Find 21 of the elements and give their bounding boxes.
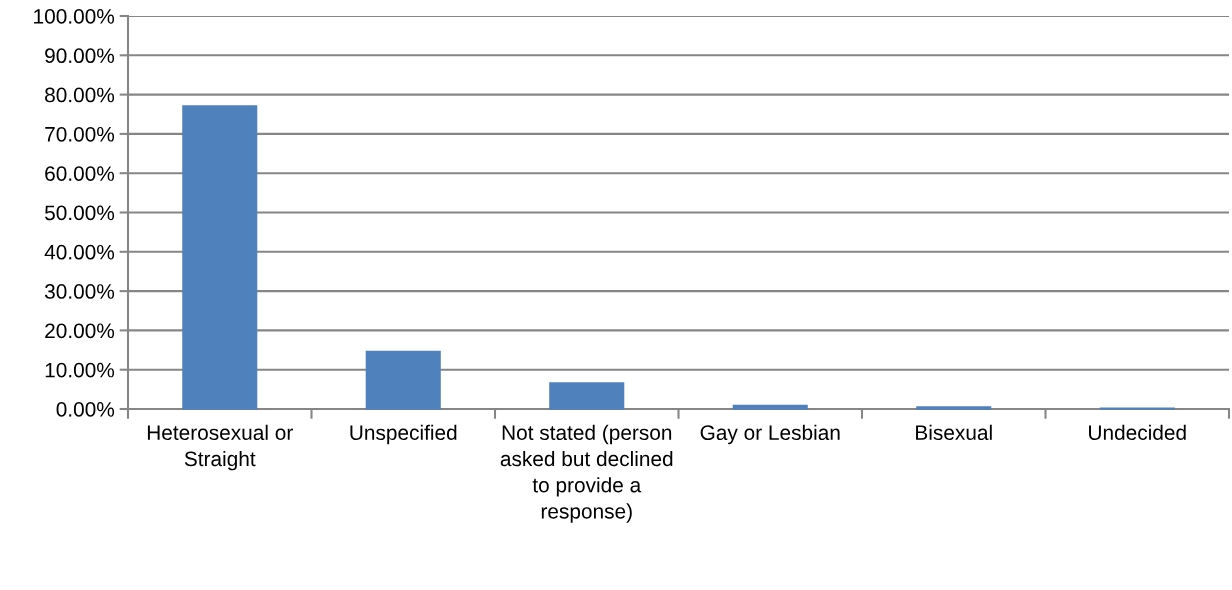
bar	[365, 350, 441, 410]
x-tick-label: Unspecified	[350, 424, 457, 445]
x-tick-label: Undecided	[1089, 424, 1186, 441]
x-tick-label: Heterosexual or Straight	[147, 424, 293, 471]
bar	[182, 105, 258, 410]
y-tick-label: 20.00%	[45, 323, 115, 339]
y-tick-label: 70.00%	[45, 126, 115, 142]
y-tick-label: 50.00%	[44, 205, 115, 221]
y-tick-label: 90.00%	[45, 48, 115, 64]
x-tick-label: Bisexual	[916, 424, 992, 441]
y-tick-label: 10.00%	[45, 362, 115, 378]
y-tick-label: 0.00%	[56, 402, 115, 417]
bar	[549, 382, 625, 410]
y-tick-label: 40.00%	[44, 244, 115, 260]
y-tick-label: 100.00%	[34, 9, 115, 24]
y-tick-label: 80.00%	[45, 87, 115, 103]
y-tick-label: 30.00%	[44, 284, 115, 299]
x-tick-label: Gay or Lesbian	[700, 424, 840, 445]
bar	[732, 404, 808, 410]
y-tick-label: 60.00%	[45, 166, 115, 181]
x-tick-label: Not stated (person asked but declined to provide a response)	[500, 424, 673, 523]
